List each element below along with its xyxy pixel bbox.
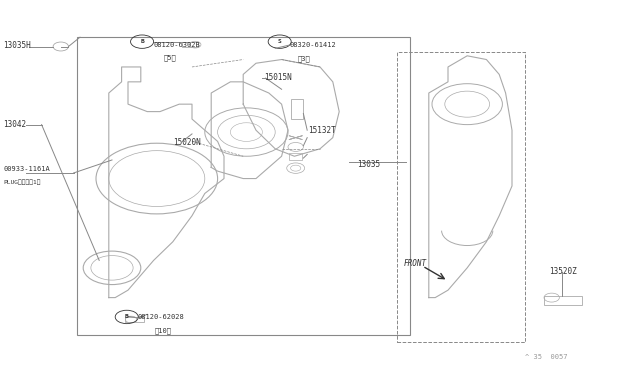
Text: 00933-1161A: 00933-1161A [3,166,50,172]
Text: PLUGプラグ（1）: PLUGプラグ（1） [3,179,41,185]
Text: 13042: 13042 [3,120,26,129]
Text: 08120-6302B: 08120-6302B [154,42,200,48]
Bar [182,42,198,46]
Text: 08120-62028: 08120-62028 [138,314,184,320]
Text: 13035: 13035 [357,160,380,169]
Bar [291,99,303,119]
Text: （3）: （3） [298,55,310,62]
Text: ^ 35  0057: ^ 35 0057 [525,354,567,360]
Text: 08320-61412: 08320-61412 [289,42,336,48]
Text: B: B [125,314,129,320]
Text: FRONT: FRONT [403,259,426,267]
Text: 15020N: 15020N [173,138,200,147]
Text: 15015N: 15015N [264,73,291,82]
Bar [544,296,582,305]
Bar [289,153,302,160]
Text: （5）: （5） [163,54,176,61]
Text: 13520Z: 13520Z [549,267,577,276]
Text: 13035H: 13035H [3,41,31,50]
Bar [125,317,144,322]
Text: S: S [278,39,282,44]
Text: B: B [140,39,144,44]
Bar [77,37,410,335]
Bar [397,52,525,342]
Text: 15132T: 15132T [308,126,336,135]
Text: （10）: （10） [155,327,172,334]
